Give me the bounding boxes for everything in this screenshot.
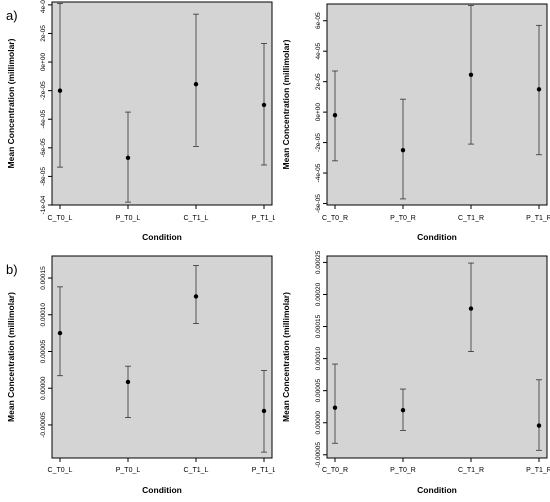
chart-top-left: -1e-04 -8e-05 -6e-05 -4e-05 -2e-05 0e+00 2e-05…: [6, 0, 275, 242]
y-tick-label: 0.00025: [315, 251, 322, 274]
y-tick-label: -2e-05: [315, 133, 322, 152]
data-point: [261, 102, 267, 108]
x-axis-label: Condition: [142, 485, 182, 495]
x-tick-label: C_T0_L: [48, 215, 73, 222]
data-point: [400, 147, 406, 153]
chart-top-right: -6e-05 -4e-05 -2e-05 0e+00 2e-05 4e-05 6e-05 C_…: [281, 3, 550, 242]
plot-area: [326, 255, 548, 459]
plot-area: [51, 1, 273, 206]
plot-area: [51, 255, 273, 459]
panel-label-b: b): [6, 262, 18, 277]
y-axis-label: Mean Concentration (millimolar): [6, 292, 16, 422]
data-point: [193, 294, 199, 299]
y-tick-label: -6e-05: [40, 138, 47, 157]
data-point: [536, 87, 542, 92]
data-point: [536, 423, 542, 428]
data-point: [332, 112, 338, 118]
x-tick-label: C_T0_R: [322, 215, 348, 222]
x-tick-label: C_T1_R: [458, 467, 484, 474]
y-tick-label: -0.00005: [315, 442, 322, 468]
y-tick-label: -0.00005: [40, 412, 47, 438]
x-tick-label: C_T0_L: [48, 467, 73, 474]
y-axis-label: Mean Concentration (millimolar): [281, 39, 291, 169]
chart-bottom-right: -0.00005 0.00000 0.00005 0.00010 0.00015 0.00…: [281, 251, 550, 495]
y-tick-label: 4e-05: [40, 0, 47, 13]
y-tick-label: 0.00020: [315, 282, 322, 306]
y-tick-label: -4e-05: [40, 109, 47, 128]
x-axis-label: Condition: [417, 232, 457, 242]
y-tick-label: 0e+00: [315, 103, 322, 122]
y-tick-label: 0.00015: [40, 266, 47, 290]
data-point: [400, 408, 406, 413]
data-point: [57, 330, 63, 336]
y-tick-label: 6e-05: [315, 12, 322, 29]
x-tick-label: P_T1_R: [526, 215, 550, 222]
y-tick-label: 0.00005: [40, 339, 47, 363]
x-tick-label: P_T1_L: [252, 467, 275, 474]
x-tick-label: C_T1_L: [184, 215, 209, 222]
y-tick-label: 0e+00: [40, 53, 47, 72]
data-point: [332, 405, 338, 410]
y-tick-label: 2e-05: [315, 73, 322, 90]
y-tick-label: 0.00010: [40, 303, 47, 327]
y-tick-label: 0.00005: [315, 379, 322, 403]
y-tick-label: 0.00015: [315, 314, 322, 338]
x-tick-label: C_T1_L: [184, 467, 209, 474]
x-tick-label: C_T1_R: [458, 215, 484, 222]
y-tick-label: 0.00000: [315, 411, 322, 435]
y-tick-label: -6e-05: [315, 194, 322, 213]
x-tick-label: P_T0_R: [390, 467, 416, 474]
plot-area: [326, 3, 548, 206]
data-point: [261, 408, 267, 414]
data-point: [125, 155, 131, 161]
y-tick-label: -1e-04: [40, 195, 47, 214]
y-axis-label: Mean Concentration (millimolar): [6, 38, 16, 168]
x-tick-label: P_T1_R: [526, 467, 550, 474]
data-point: [57, 88, 63, 93]
y-axis-label: Mean Concentration (millimolar): [281, 292, 291, 422]
x-axis-label: Condition: [417, 485, 457, 495]
data-point: [125, 379, 131, 385]
y-tick-label: 0.00010: [315, 346, 322, 370]
y-tick-label: 4e-05: [315, 43, 322, 60]
chart-bottom-left: -0.00005 0.00000 0.00005 0.00010 0.00015 C_T0…: [6, 255, 275, 495]
panel-label-a: a): [6, 8, 18, 23]
y-tick-label: -8e-05: [40, 167, 47, 186]
y-tick-label: 0.00000: [40, 376, 47, 400]
x-tick-label: P_T1_L: [252, 215, 275, 222]
data-point: [468, 72, 474, 78]
data-point: [468, 306, 474, 311]
data-point: [193, 82, 199, 87]
y-tick-label: -2e-05: [40, 81, 47, 100]
x-tick-label: C_T0_R: [322, 467, 348, 474]
x-axis-label: Condition: [142, 232, 182, 242]
x-tick-label: P_T0_L: [116, 467, 141, 474]
y-tick-label: -4e-05: [315, 163, 322, 182]
x-tick-label: P_T0_R: [390, 215, 416, 222]
y-tick-label: 2e-05: [40, 25, 47, 42]
x-tick-label: P_T0_L: [116, 215, 141, 222]
